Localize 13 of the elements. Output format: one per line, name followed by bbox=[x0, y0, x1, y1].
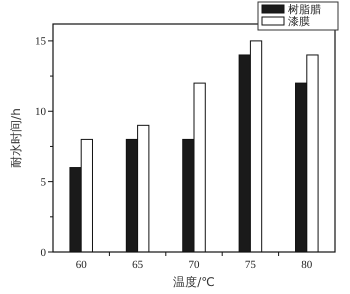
x-tick-label: 60 bbox=[76, 259, 88, 271]
y-tick-label: 15 bbox=[35, 36, 46, 48]
x-tick-label: 65 bbox=[132, 259, 144, 271]
x-tick-label: 80 bbox=[301, 259, 313, 271]
x-axis-title: 温度/℃ bbox=[173, 275, 215, 289]
legend-label: 漆膜 bbox=[288, 14, 310, 28]
x-tick-label: 70 bbox=[188, 259, 200, 271]
y-tick-label: 5 bbox=[40, 176, 46, 188]
y-tick-label: 10 bbox=[35, 106, 46, 118]
y-axis-title: 耐水时间/h bbox=[9, 108, 23, 168]
y-tick-label: 0 bbox=[40, 246, 46, 259]
legend-label: 树脂腊 bbox=[288, 2, 321, 16]
x-tick-label: 75 bbox=[244, 259, 256, 271]
